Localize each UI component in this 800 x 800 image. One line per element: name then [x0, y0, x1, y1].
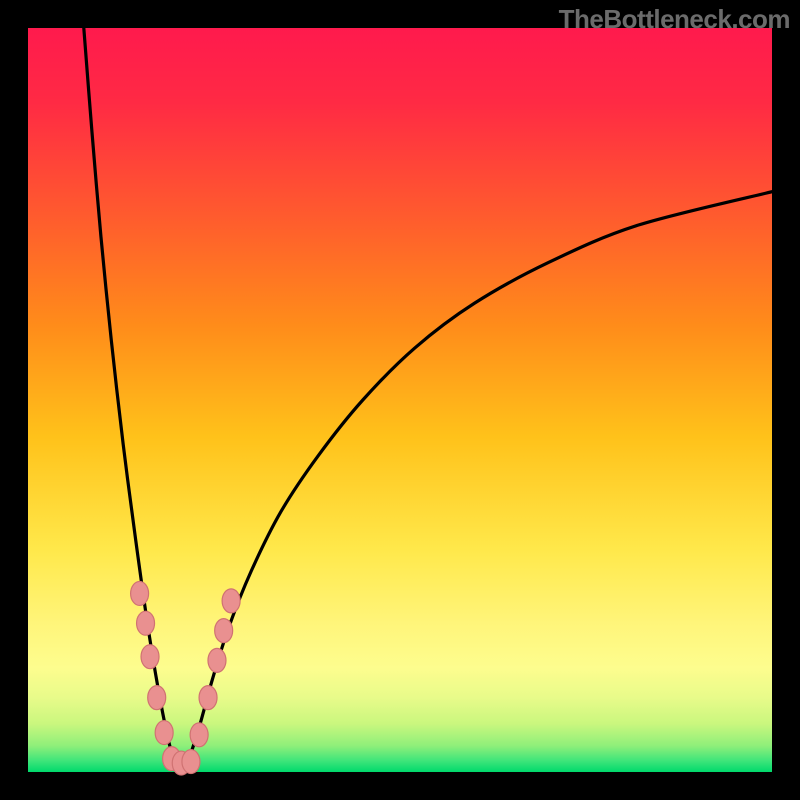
plot-background: [28, 28, 772, 772]
marker-point: [222, 589, 240, 613]
watermark-text: TheBottleneck.com: [559, 4, 790, 35]
marker-point: [182, 750, 200, 774]
marker-point: [131, 581, 149, 605]
marker-point: [155, 721, 173, 745]
chart-svg: [0, 0, 800, 800]
marker-point: [199, 686, 217, 710]
marker-point: [141, 645, 159, 669]
marker-point: [148, 686, 166, 710]
marker-point: [208, 648, 226, 672]
chart-canvas: TheBottleneck.com: [0, 0, 800, 800]
marker-point: [190, 723, 208, 747]
marker-point: [215, 619, 233, 643]
marker-point: [137, 611, 155, 635]
